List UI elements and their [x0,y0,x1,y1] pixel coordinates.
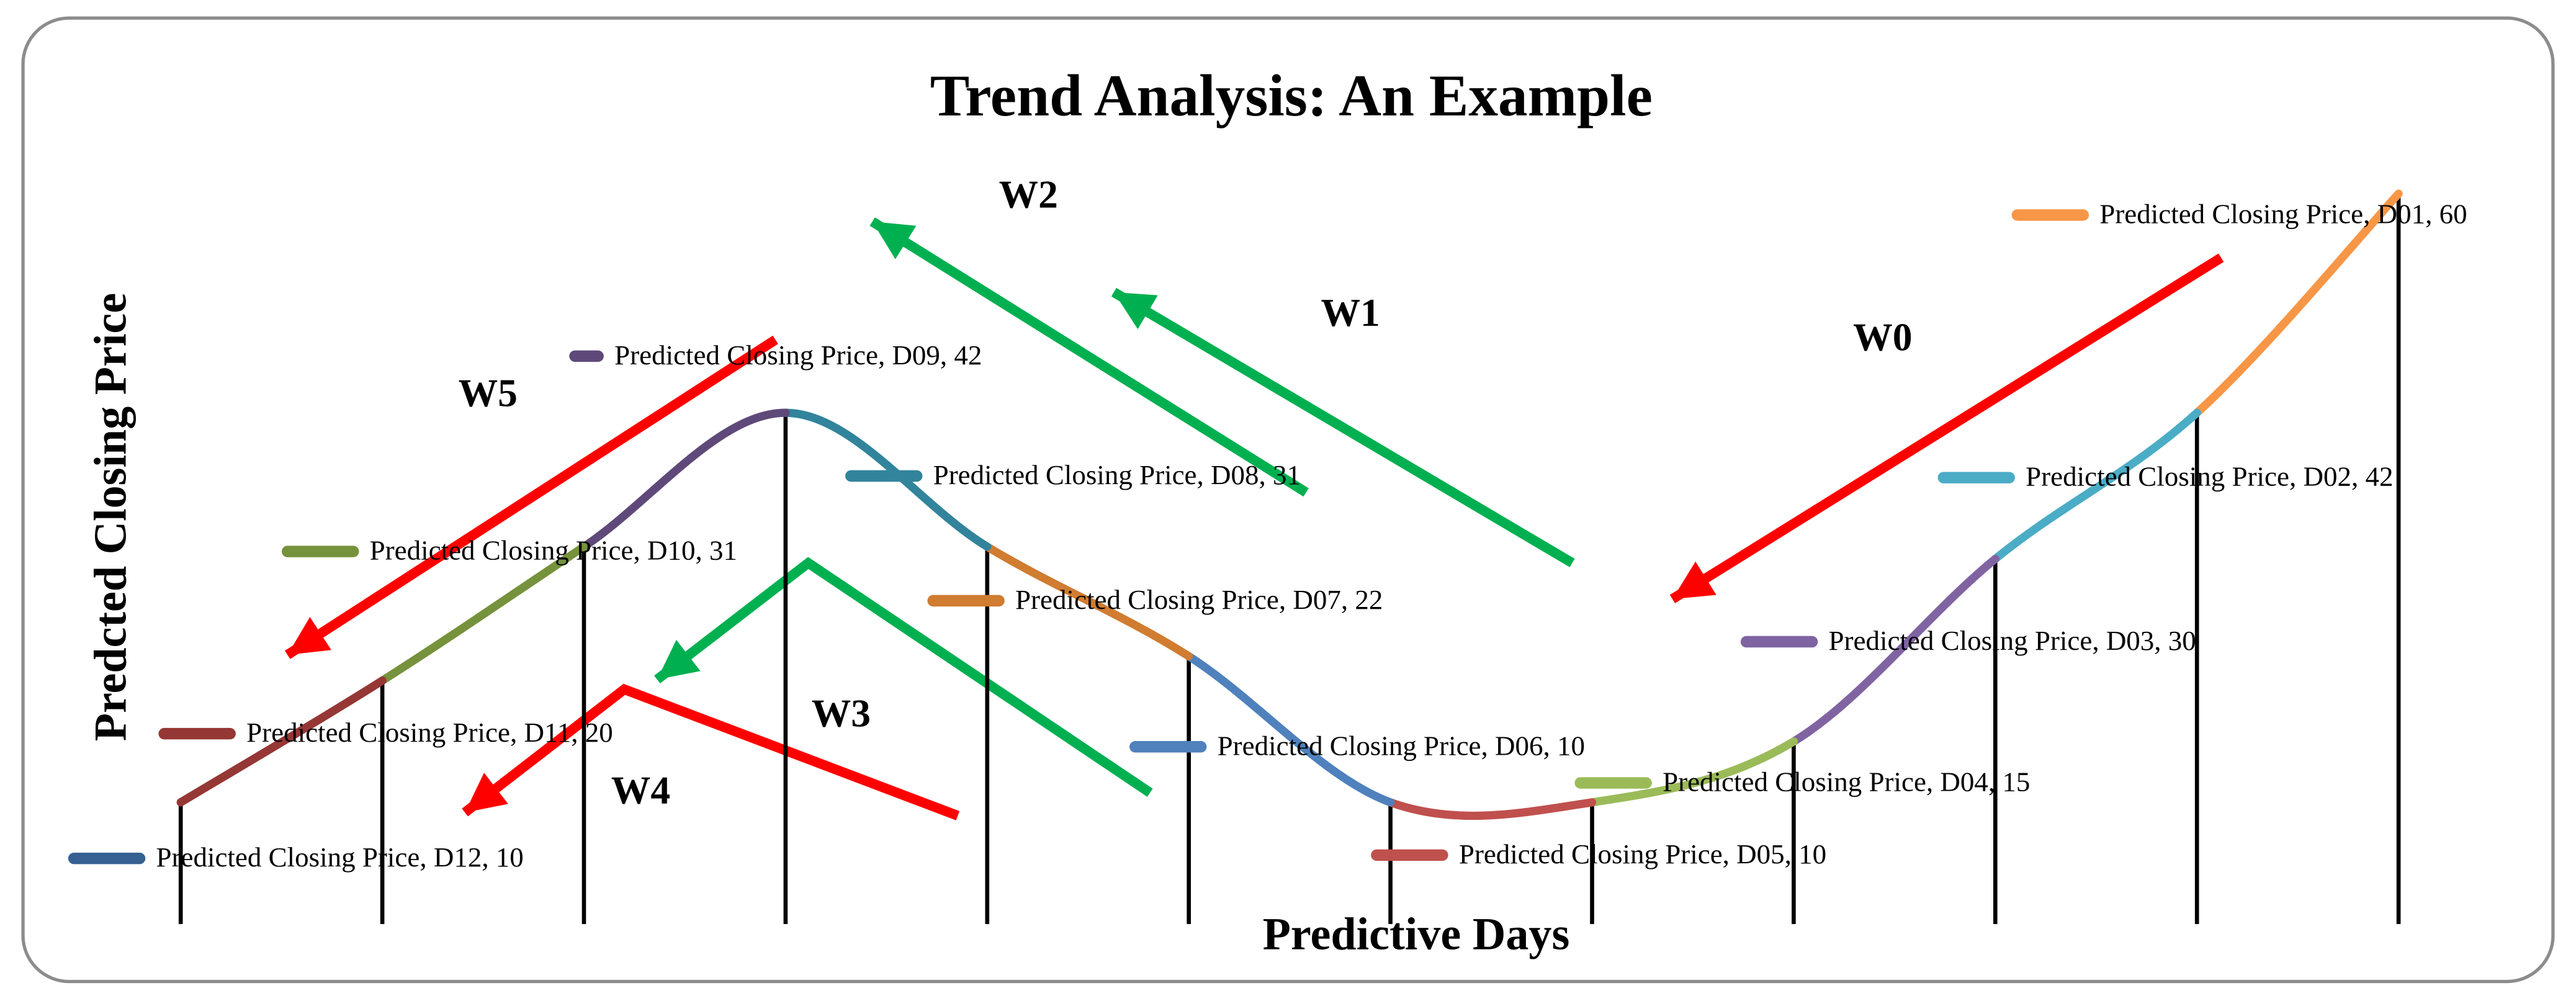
annotation-arrow [284,335,778,659]
line-segment [1789,554,1999,746]
line-segment [176,676,387,807]
arrow-head [1113,292,1158,330]
line-segment [378,542,588,685]
line-segment [580,408,790,551]
annotation-arrow [1111,287,1575,567]
line-segment [1185,652,1395,807]
data-label: Predicted Closing Price, D11, 20 [246,717,613,748]
data-label: Predicted Closing Price, D06, 10 [1218,730,1585,761]
arrow-head [465,773,508,813]
arrow-head [872,222,917,259]
annotation-label: W2 [999,173,1058,217]
annotation-arrow [869,217,1309,497]
arrow-head [1672,561,1717,600]
annotation-arrow [654,557,1153,797]
line-segment [2192,189,2403,417]
data-label: Predicted Closing Price, D02, 42 [2026,461,2393,492]
line-segment [1991,408,2201,564]
data-label: Predicted Closing Price, D08, 31 [933,459,1301,490]
annotation-label: W4 [611,768,670,812]
data-label: Predicted Closing Price, D10, 31 [370,535,737,566]
line-segment [781,408,992,551]
annotation-label: W1 [1321,290,1380,335]
line-segment [1587,737,1798,807]
chart-frame [21,16,2555,984]
annotation-label: W5 [459,371,518,415]
data-label: Predicted Closing Price, D04, 15 [1663,766,2030,797]
x-axis-title: Predictive Days [1263,909,1570,960]
arrow-head [287,617,331,655]
annotation-label: W3 [812,691,871,735]
data-label: Predicted Closing Price, D12, 10 [156,842,523,873]
annotation-arrow [1669,253,2224,604]
y-axis-title: Predcted Closing Price [85,293,136,741]
line-segment [1386,798,1597,820]
chart-title: Trend Analysis: An Example [930,63,1653,128]
data-label: Predicted Closing Price, D03, 30 [1828,625,2196,656]
data-label: Predicted Closing Price, D01, 60 [2099,198,2467,229]
annotation-arrow [462,683,960,820]
data-label: Predicted Closing Price, D09, 42 [614,339,982,371]
line-segment [983,542,1193,661]
data-label: Predicted Closing Price, D05, 10 [1459,838,1826,869]
data-label: Predicted Closing Price, D07, 22 [1015,584,1383,615]
annotation-label: W0 [1853,315,1912,359]
arrow-head [657,639,701,680]
